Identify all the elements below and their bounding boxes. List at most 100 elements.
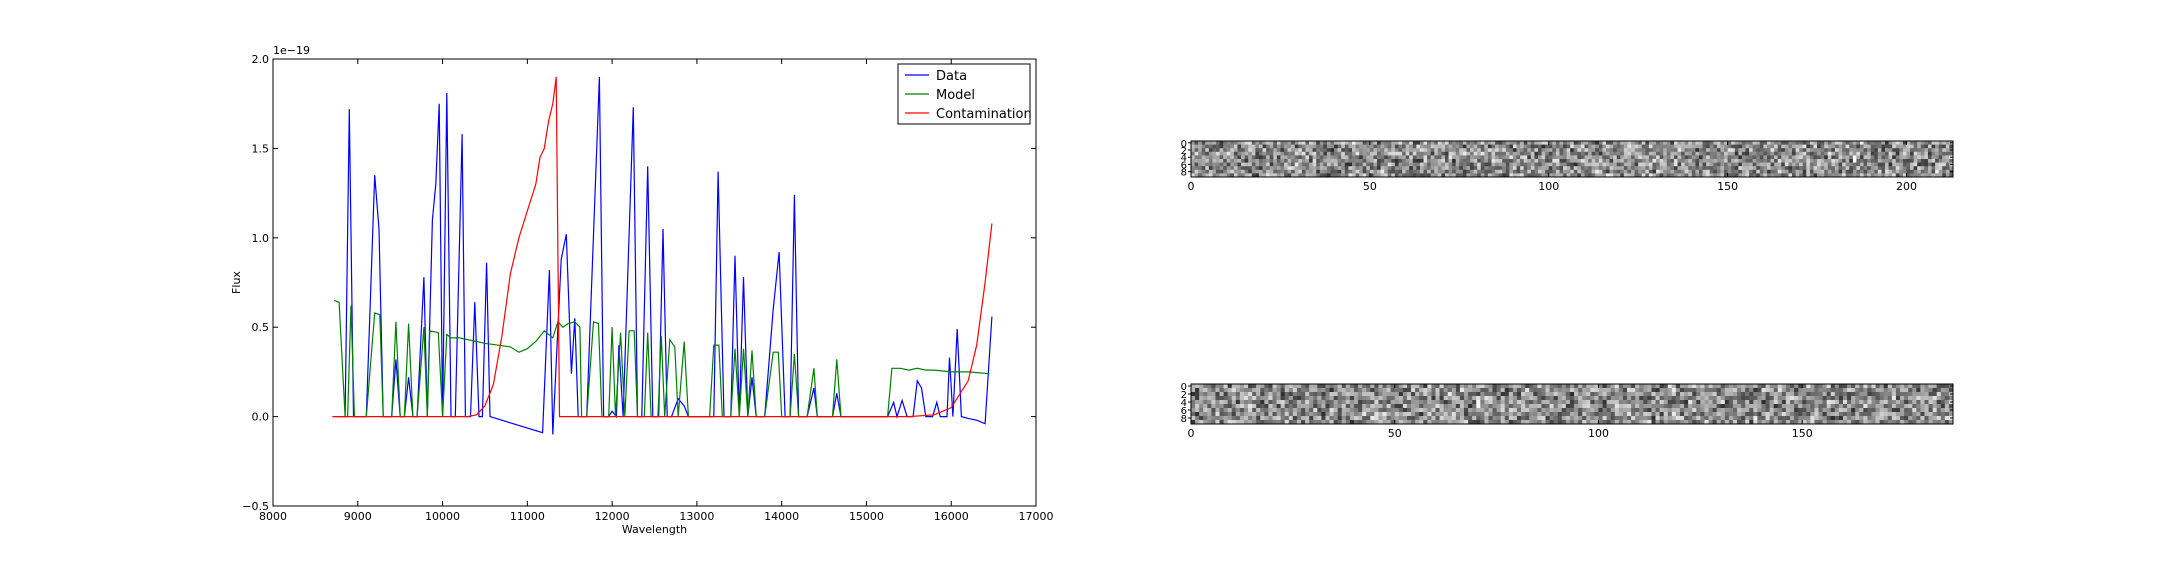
pixel-cell bbox=[1292, 384, 1298, 389]
pixel-cell bbox=[1239, 408, 1245, 413]
pixel-cell bbox=[1427, 155, 1432, 160]
pixel-cell bbox=[1230, 166, 1235, 171]
pixel-cell bbox=[1763, 141, 1768, 145]
pixel-cell bbox=[1727, 162, 1732, 167]
pixel-cell bbox=[1622, 384, 1628, 389]
pixel-cell bbox=[1874, 141, 1879, 145]
pixel-cell bbox=[1241, 162, 1246, 167]
pixel-cell bbox=[1614, 416, 1620, 421]
pixel-cell bbox=[1437, 141, 1442, 145]
pixel-cell bbox=[1577, 155, 1582, 160]
pixel-cell bbox=[1472, 396, 1477, 401]
pixel-cell bbox=[1675, 416, 1681, 421]
pixel-cell bbox=[1859, 151, 1864, 156]
pixel-cell bbox=[1255, 148, 1260, 153]
pixel-cell bbox=[1191, 144, 1195, 149]
pixel-cell bbox=[1602, 169, 1607, 174]
pixel-cell bbox=[1266, 155, 1271, 160]
pixel-cell bbox=[1447, 416, 1453, 421]
pixel-cell bbox=[1737, 384, 1742, 389]
pixel-cell bbox=[1484, 141, 1489, 145]
pixel-cell bbox=[1419, 388, 1424, 393]
pixel-cell bbox=[1704, 396, 1709, 401]
pixel-cell bbox=[1574, 392, 1579, 397]
pixel-cell bbox=[1910, 166, 1915, 171]
pixel-cell bbox=[1439, 396, 1445, 401]
pixel-cell bbox=[1305, 173, 1310, 178]
pixel-cell bbox=[1427, 384, 1432, 389]
pixel-cell bbox=[1706, 144, 1711, 149]
pixel-cell bbox=[1369, 144, 1374, 149]
pixel-cell bbox=[1877, 169, 1882, 174]
pixel-cell bbox=[1656, 173, 1661, 178]
pixel-cell bbox=[1590, 392, 1595, 397]
pixel-cell bbox=[1598, 166, 1603, 171]
pixel-cell bbox=[1867, 151, 1872, 156]
pixel-cell bbox=[1885, 162, 1890, 167]
pixel-cell bbox=[1509, 166, 1514, 171]
pixel-cell bbox=[1443, 416, 1449, 421]
pixel-cell bbox=[1317, 400, 1322, 405]
pixel-cell bbox=[1663, 384, 1669, 389]
pixel-cell bbox=[1826, 396, 1832, 401]
pixel-cell bbox=[1867, 173, 1872, 178]
pixel-cell bbox=[1423, 396, 1428, 401]
pixel-cell bbox=[1610, 412, 1616, 417]
pixel-cell bbox=[1688, 412, 1693, 417]
pixel-cell bbox=[1655, 408, 1660, 413]
pixel-cell bbox=[1675, 384, 1681, 389]
pixel-cell bbox=[1484, 173, 1489, 178]
y-tick-label: 6 bbox=[1181, 406, 1187, 417]
pixel-cell bbox=[1749, 141, 1754, 145]
pixel-cell bbox=[1337, 412, 1343, 417]
pixel-cell bbox=[1216, 155, 1221, 160]
pixel-cell bbox=[1638, 148, 1643, 153]
pixel-cell bbox=[1538, 159, 1542, 163]
pixel-cell bbox=[1809, 141, 1814, 145]
pixel-cell bbox=[1756, 159, 1761, 163]
pixel-cell bbox=[1398, 400, 1404, 405]
pixel-cell bbox=[1563, 141, 1568, 145]
pixel-cell bbox=[1359, 166, 1364, 171]
pixel-cell bbox=[1724, 169, 1729, 174]
pixel-cell bbox=[1496, 404, 1502, 409]
pixel-cell bbox=[1888, 166, 1893, 171]
pixel-cell bbox=[1553, 388, 1559, 393]
pixel-cell bbox=[1605, 169, 1610, 174]
pixel-cell bbox=[1708, 384, 1713, 389]
pixel-cell bbox=[1353, 400, 1359, 405]
pixel-cell bbox=[1455, 166, 1460, 171]
pixel-cell bbox=[1938, 141, 1943, 145]
pixel-cell bbox=[1912, 392, 1917, 397]
pixel-cell bbox=[1679, 404, 1685, 409]
pixel-cell bbox=[1548, 166, 1553, 171]
pixel-cell bbox=[1445, 155, 1449, 160]
pixel-cell bbox=[1838, 420, 1844, 425]
pixel-cell bbox=[1785, 408, 1791, 413]
pixel-cell bbox=[1827, 159, 1832, 163]
pixel-cell bbox=[1849, 141, 1854, 145]
pixel-cell bbox=[1856, 173, 1861, 178]
pixel-cell bbox=[1248, 144, 1253, 149]
pixel-cell bbox=[1895, 162, 1900, 167]
pixel-cell bbox=[1688, 404, 1693, 409]
pixel-cell bbox=[1883, 412, 1889, 417]
y-tick-label: 0.0 bbox=[252, 411, 270, 424]
pixel-cell bbox=[1473, 159, 1478, 163]
pixel-cell bbox=[1191, 412, 1196, 417]
pixel-cell bbox=[1419, 420, 1424, 425]
pixel-cell bbox=[1476, 416, 1481, 421]
pixel-cell bbox=[1219, 400, 1224, 405]
pixel-cell bbox=[1691, 141, 1696, 145]
pixel-cell bbox=[1333, 404, 1339, 409]
pixel-cell bbox=[1223, 400, 1229, 405]
pixel-cell bbox=[1699, 169, 1703, 174]
pixel-cell bbox=[1851, 408, 1856, 413]
pixel-cell bbox=[1452, 173, 1457, 178]
pixel-cell bbox=[1648, 166, 1653, 171]
pixel-cell bbox=[1266, 173, 1271, 178]
pixel-cell bbox=[1777, 392, 1783, 397]
pixel-cell bbox=[1459, 141, 1464, 145]
pixel-cell bbox=[1260, 408, 1265, 413]
pixel-cell bbox=[1411, 420, 1416, 425]
